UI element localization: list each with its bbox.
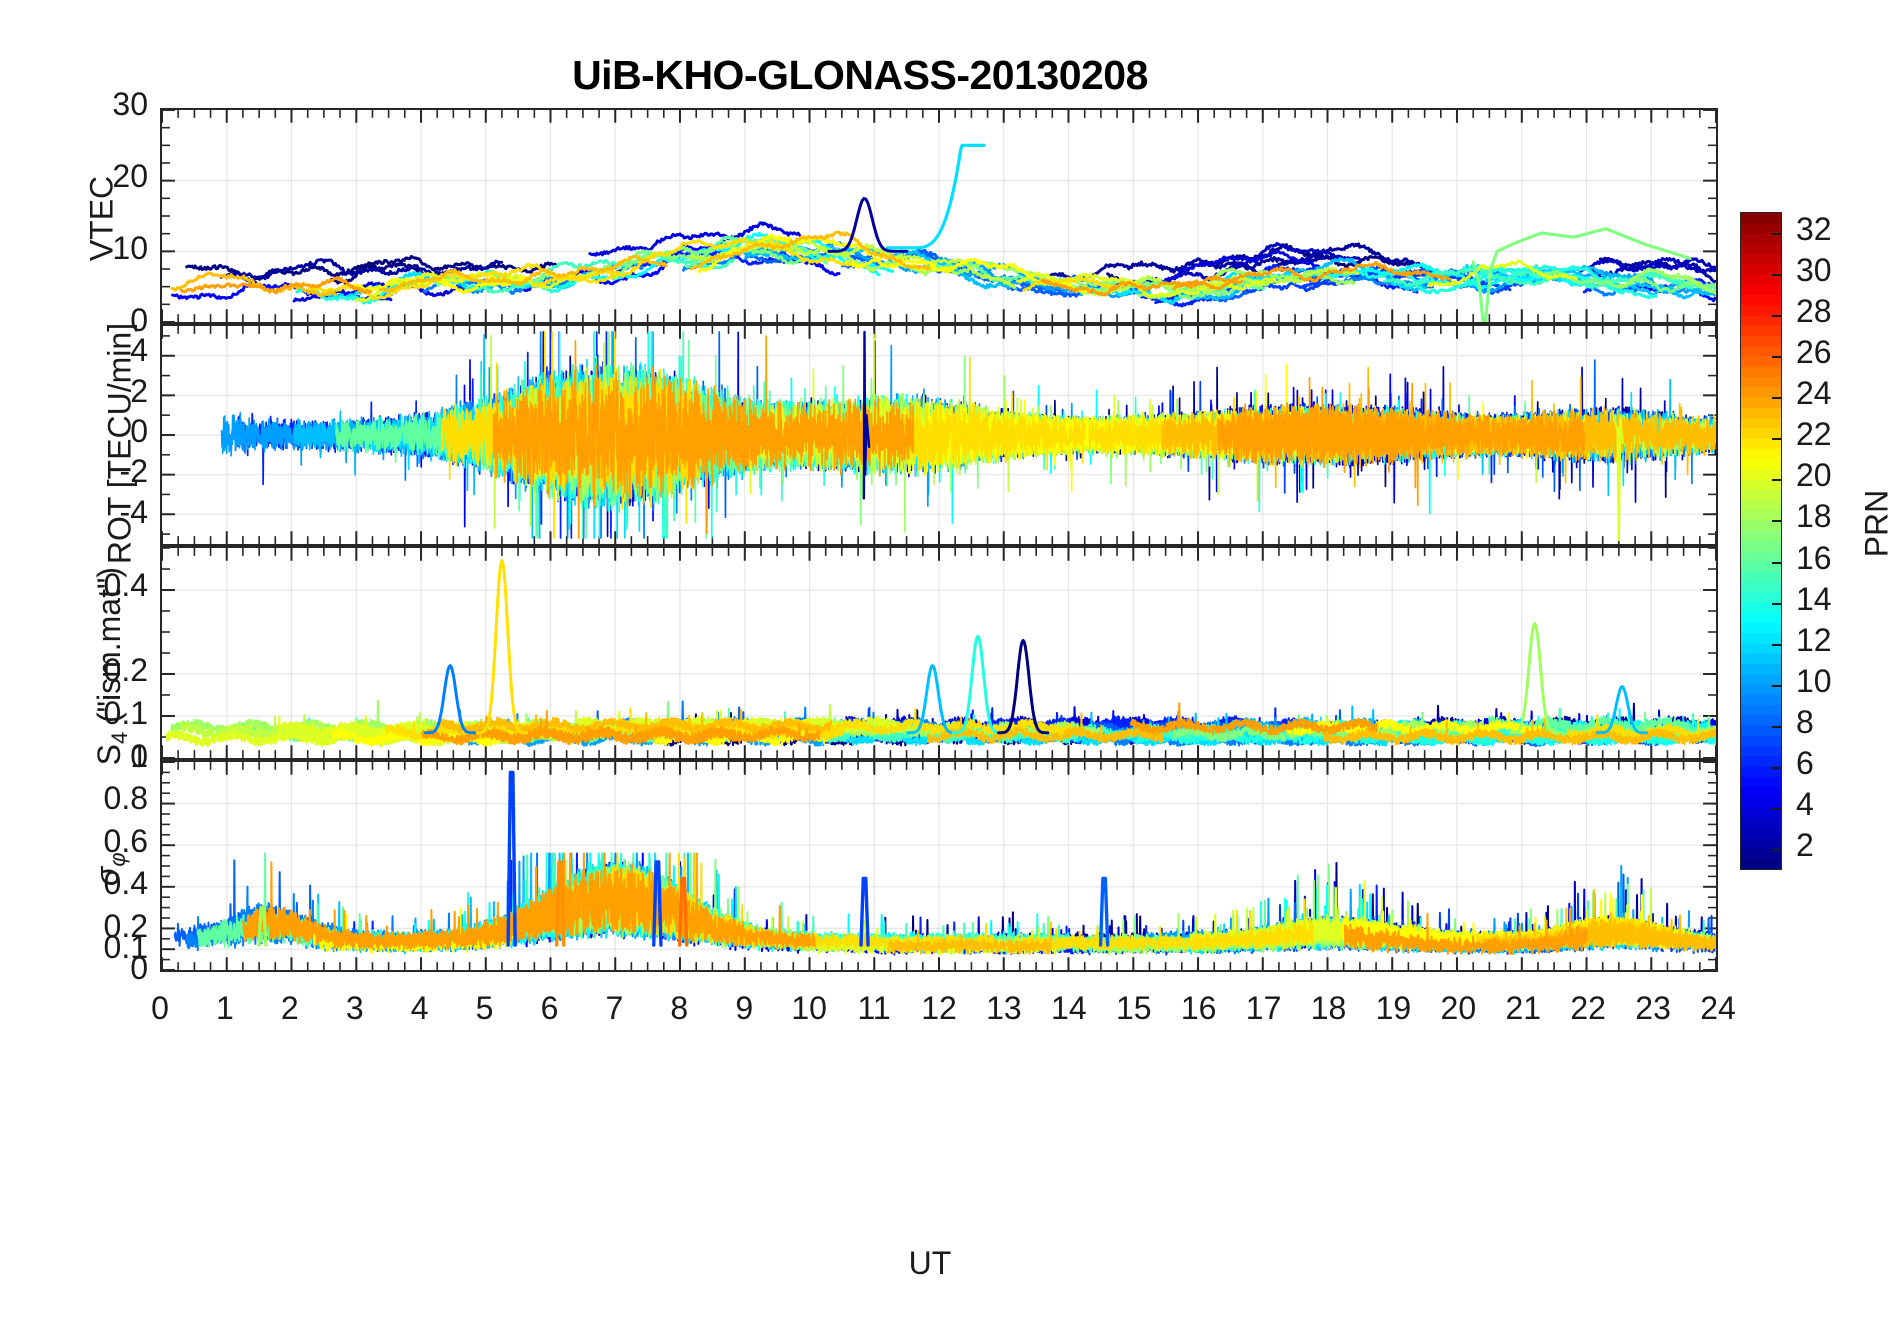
colorbar-tickmark bbox=[1772, 232, 1781, 235]
ytick-p2-0.4: 0.4 bbox=[103, 566, 148, 603]
colorbar-tickmark bbox=[1772, 314, 1781, 317]
colorbar-title: PRN bbox=[1858, 489, 1895, 558]
colorbar-tick-2: 2 bbox=[1796, 827, 1814, 864]
colorbar-tick-14: 14 bbox=[1796, 580, 1832, 617]
ytick-p1-0: 0 bbox=[130, 413, 148, 449]
ytick-p1--2: -2 bbox=[119, 453, 148, 490]
xtick-7: 7 bbox=[605, 990, 624, 1026]
xtick-5: 5 bbox=[475, 990, 494, 1026]
colorbar-tickmark bbox=[1772, 397, 1781, 400]
page-title: UiB-KHO-GLONASS-20130208 bbox=[572, 52, 1148, 98]
colorbar-tickmark bbox=[1772, 684, 1781, 687]
colorbar-tick-22: 22 bbox=[1796, 416, 1832, 453]
colorbar-tickmark bbox=[1772, 643, 1781, 646]
colorbar-tick-18: 18 bbox=[1796, 498, 1832, 535]
axis-label-ut: UT bbox=[908, 1245, 952, 1281]
colorbar-tick-6: 6 bbox=[1796, 745, 1814, 782]
colorbar bbox=[1740, 212, 1782, 870]
xtick-8: 8 bbox=[670, 990, 689, 1026]
xtick-21: 21 bbox=[1505, 990, 1542, 1026]
xtick-20: 20 bbox=[1440, 990, 1477, 1026]
colorbar-tickmark bbox=[1772, 808, 1781, 811]
xtick-11: 11 bbox=[857, 990, 891, 1026]
colorbar-tickmark bbox=[1772, 479, 1781, 482]
colorbar-tick-24: 24 bbox=[1796, 375, 1832, 412]
ytick-p2-0.2: 0.2 bbox=[103, 652, 148, 689]
colorbar-tickmark bbox=[1772, 767, 1781, 770]
colorbar-tick-4: 4 bbox=[1796, 786, 1814, 823]
xtick-0: 0 bbox=[151, 990, 169, 1026]
colorbar-tickmark bbox=[1772, 602, 1781, 605]
xtick-2: 2 bbox=[280, 990, 299, 1026]
xtick-16: 16 bbox=[1180, 990, 1217, 1026]
ytick-p3-0.8: 0.8 bbox=[103, 780, 148, 817]
xtick-3: 3 bbox=[345, 990, 364, 1026]
xtick-10: 10 bbox=[791, 990, 827, 1026]
xtick-23: 23 bbox=[1635, 990, 1671, 1026]
xtick-12: 12 bbox=[921, 990, 957, 1026]
panel-rot bbox=[160, 324, 1718, 546]
colorbar-tick-12: 12 bbox=[1796, 621, 1832, 658]
ytick-p1-4: 4 bbox=[130, 332, 148, 369]
panel-sigma-phi bbox=[160, 760, 1718, 972]
colorbar-tickmark bbox=[1772, 355, 1781, 358]
xtick-18: 18 bbox=[1310, 990, 1347, 1026]
colorbar-tick-28: 28 bbox=[1796, 292, 1832, 329]
ytick-p3-0.1: 0.1 bbox=[103, 928, 148, 965]
ytick-p0-20: 20 bbox=[112, 158, 148, 194]
ytick-p3-0: 0 bbox=[130, 950, 148, 986]
colorbar-tick-32: 32 bbox=[1796, 210, 1832, 247]
colorbar-tick-26: 26 bbox=[1796, 333, 1832, 370]
ytick-p0-0: 0 bbox=[130, 302, 148, 338]
colorbar-tickmark bbox=[1772, 520, 1781, 523]
colorbar-tickmark bbox=[1772, 438, 1781, 441]
xtick-19: 19 bbox=[1375, 990, 1412, 1026]
ytick-p0-30: 30 bbox=[112, 86, 148, 122]
xtick-24: 24 bbox=[1700, 990, 1736, 1026]
xtick-17: 17 bbox=[1245, 990, 1282, 1026]
colorbar-tickmark bbox=[1772, 849, 1781, 852]
colorbar-tickmark bbox=[1772, 273, 1781, 276]
ytick-p3-0.6: 0.6 bbox=[103, 822, 148, 859]
xtick-4: 4 bbox=[410, 990, 429, 1026]
colorbar-tick-8: 8 bbox=[1796, 704, 1814, 741]
xtick-13: 13 bbox=[986, 990, 1022, 1026]
colorbar-tickmark bbox=[1772, 726, 1781, 729]
ytick-p3-0.2: 0.2 bbox=[103, 907, 148, 944]
colorbar-tick-20: 20 bbox=[1796, 457, 1832, 494]
xtick-6: 6 bbox=[540, 990, 559, 1026]
ytick-p2-0.1: 0.1 bbox=[103, 695, 148, 732]
ytick-p3-1: 1 bbox=[130, 738, 148, 774]
xtick-14: 14 bbox=[1051, 990, 1087, 1026]
colorbar-tick-30: 30 bbox=[1796, 251, 1832, 288]
colorbar-tick-16: 16 bbox=[1796, 539, 1832, 576]
ytick-p1-2: 2 bbox=[130, 372, 148, 409]
xtick-15: 15 bbox=[1115, 990, 1152, 1026]
xtick-22: 22 bbox=[1570, 990, 1606, 1026]
colorbar-tick-10: 10 bbox=[1796, 662, 1832, 699]
panel-vtec bbox=[160, 108, 1718, 324]
ytick-p2-0: 0 bbox=[130, 738, 148, 774]
xtick-9: 9 bbox=[735, 990, 754, 1026]
ytick-p1--4: -4 bbox=[119, 493, 148, 530]
xtick-1: 1 bbox=[216, 990, 234, 1026]
ytick-p3-0.4: 0.4 bbox=[103, 865, 148, 902]
panel-s4 bbox=[160, 546, 1718, 760]
ytick-p0-10: 10 bbox=[112, 230, 148, 266]
colorbar-tickmark bbox=[1772, 561, 1781, 564]
